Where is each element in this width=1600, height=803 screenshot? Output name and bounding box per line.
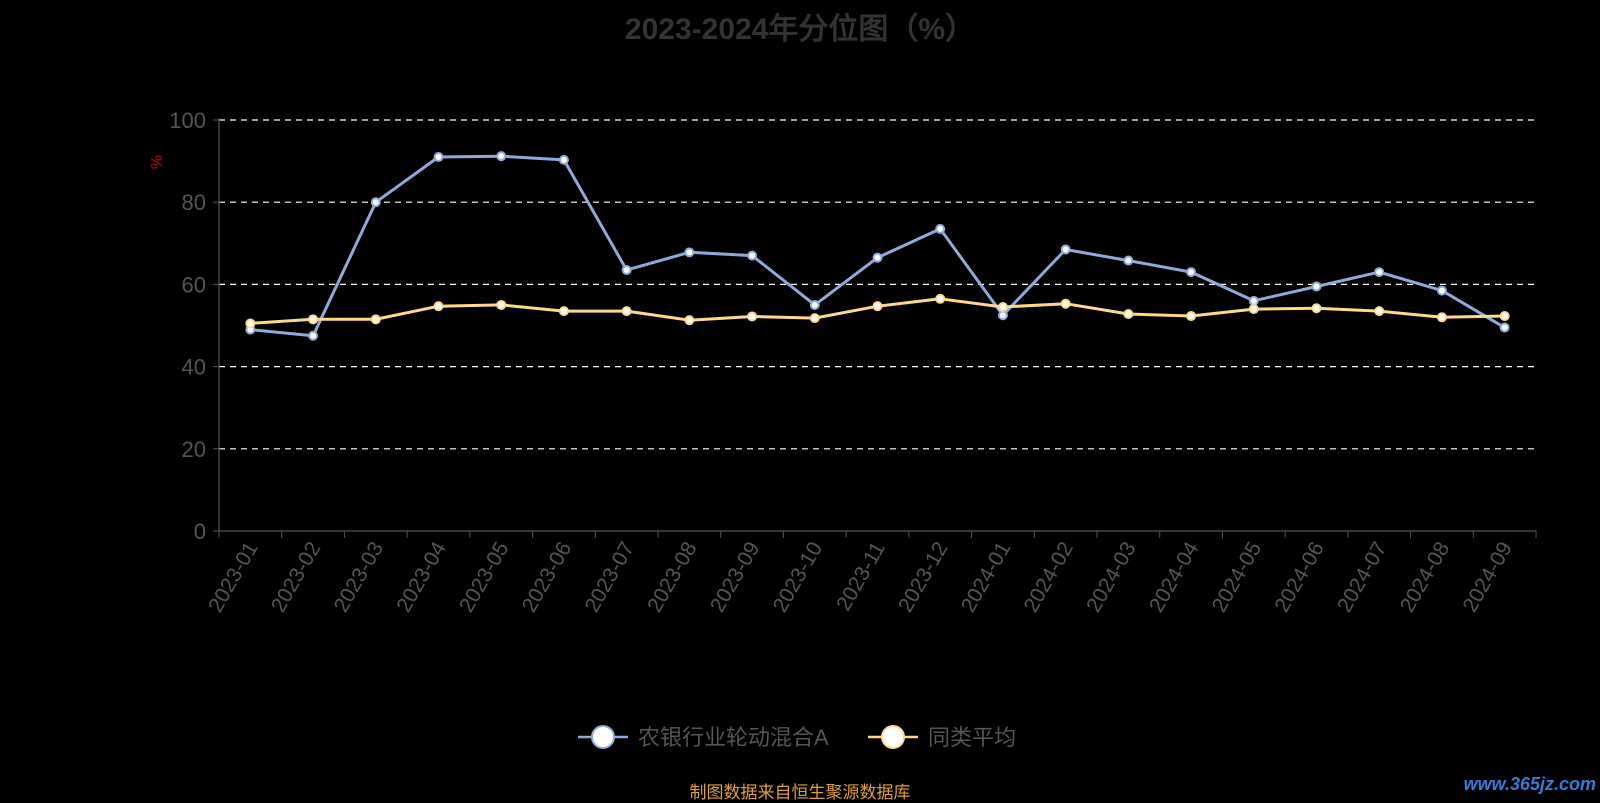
data-point	[621, 265, 632, 276]
data-point	[1186, 311, 1197, 322]
legend-label: 农银行业轮动混合A	[638, 725, 829, 750]
data-point	[308, 314, 319, 325]
y-axis-unit-label: %	[149, 155, 166, 169]
data-point	[684, 315, 695, 326]
data-point	[621, 306, 632, 317]
x-tick-label: 2024-06	[1270, 538, 1328, 616]
data-point	[747, 311, 758, 322]
x-tick-label: 2023-05	[455, 538, 513, 616]
data-point	[684, 247, 695, 258]
y-tick-label: 20	[182, 437, 206, 462]
data-point	[1311, 281, 1322, 292]
data-point	[1248, 304, 1259, 315]
y-tick-label: 0	[194, 519, 206, 544]
data-point	[308, 330, 319, 341]
series-lines	[245, 151, 1510, 341]
x-tick-label: 2023-11	[832, 538, 890, 615]
data-point	[1060, 298, 1071, 309]
x-tick-label: 2023-09	[706, 538, 764, 616]
data-point	[370, 197, 381, 208]
x-tick-label: 2023-06	[518, 538, 576, 616]
data-point	[245, 318, 256, 329]
data-point	[558, 306, 569, 317]
data-point	[1436, 285, 1447, 296]
x-tick-label: 2023-02	[267, 538, 325, 616]
x-tick-label: 2024-09	[1459, 538, 1517, 616]
y-tick-label: 40	[182, 355, 206, 380]
x-tick-label: 2024-02	[1020, 538, 1078, 616]
data-point	[1186, 267, 1197, 278]
data-point	[1374, 306, 1385, 317]
y-tick-label: 80	[182, 190, 206, 215]
x-tick-label: 2023-10	[769, 538, 827, 616]
x-tick-label: 2023-07	[581, 538, 639, 616]
series-1	[245, 293, 1510, 329]
data-point	[935, 223, 946, 234]
data-point	[1499, 311, 1510, 322]
data-point	[997, 302, 1008, 313]
grid-lines	[219, 119, 1536, 450]
legend[interactable]: 农银行业轮动混合A 同类平均	[578, 725, 1016, 750]
chart-title: 2023-2024年分位图（%）	[624, 13, 976, 46]
data-point	[809, 299, 820, 310]
data-point	[809, 313, 820, 324]
data-point	[496, 299, 507, 310]
data-point	[747, 250, 758, 261]
data-point	[370, 314, 381, 325]
data-point	[935, 293, 946, 304]
x-tick-label: 2023-12	[894, 538, 952, 616]
x-tick-label: 2023-01	[204, 538, 262, 616]
x-tick-label: 2024-08	[1396, 538, 1454, 616]
data-point	[1436, 312, 1447, 323]
legend-item-0[interactable]: 农银行业轮动混合A	[578, 725, 829, 750]
data-point	[1311, 303, 1322, 314]
x-tick-label: 2023-03	[330, 538, 388, 616]
data-point	[433, 301, 444, 312]
axes: 0 20 40 60 80 100 2023-01 2023-02 2023-03 2023-04…	[169, 108, 1537, 617]
series-0	[245, 151, 1510, 341]
legend-item-1[interactable]: 同类平均	[868, 725, 1016, 750]
x-tick-label: 2024-05	[1208, 538, 1266, 616]
x-tick-label: 2024-07	[1333, 538, 1391, 616]
data-point	[496, 151, 507, 162]
x-tick-label: 2023-04	[392, 538, 451, 617]
data-point	[1499, 322, 1510, 333]
data-point	[1060, 244, 1071, 255]
x-tick-label: 2024-04	[1145, 538, 1204, 617]
y-tick-label: 60	[182, 272, 206, 297]
data-source-note: 制图数据来自恒生聚源数据库	[689, 783, 911, 802]
x-tick-label: 2023-08	[643, 538, 701, 616]
data-point	[1123, 308, 1134, 319]
data-point	[872, 252, 883, 263]
legend-label: 同类平均	[928, 725, 1016, 750]
y-tick-label: 100	[169, 108, 206, 133]
data-point	[997, 310, 1008, 321]
legend-marker	[881, 725, 905, 749]
data-point	[1248, 295, 1259, 306]
data-point	[433, 151, 444, 162]
data-point	[1374, 267, 1385, 278]
x-tick-label: 2024-03	[1082, 538, 1140, 616]
data-point	[1123, 255, 1134, 266]
data-point	[872, 301, 883, 312]
data-point	[558, 154, 569, 165]
x-tick-label: 2024-01	[957, 538, 1015, 616]
site-watermark[interactable]: www.365jz.com	[1463, 774, 1596, 794]
legend-marker	[591, 725, 615, 749]
